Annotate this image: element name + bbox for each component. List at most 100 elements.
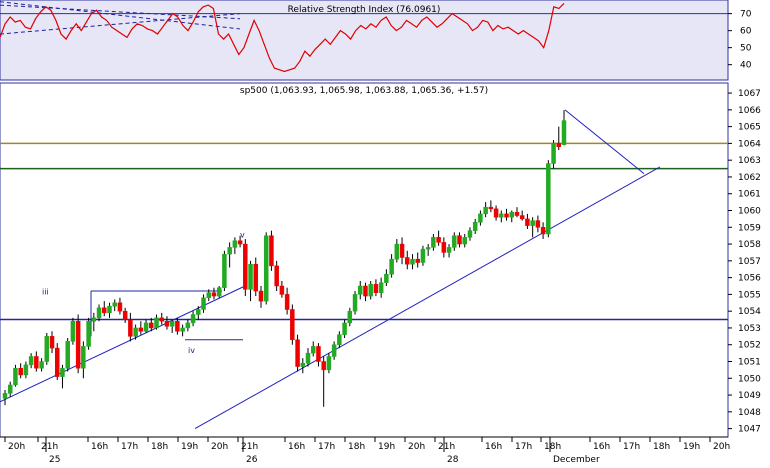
price-y-tick-label: 1052 (738, 341, 761, 351)
x-tick-label: 17h (515, 442, 532, 452)
candle-body (149, 322, 154, 329)
rsi-trendline (0, 1, 241, 30)
price-y-tick-label: 1058 (738, 240, 761, 250)
candle-body (180, 327, 185, 332)
candle-body (300, 362, 306, 367)
candle-body (326, 356, 332, 371)
price-y-tick-label: 1051 (738, 358, 761, 368)
candle-body (258, 290, 264, 302)
candle-body (117, 302, 123, 312)
x-tick-label: 18h (348, 442, 365, 452)
candle-body (457, 235, 462, 245)
price-y-tick-label: 1067 (738, 89, 761, 99)
candle-body (295, 339, 300, 367)
candle-body (86, 320, 91, 347)
candle-body (75, 320, 81, 369)
price-trendline (564, 109, 645, 174)
x-tick-label: 20h (713, 442, 730, 452)
candle-body (337, 334, 342, 345)
x-tick-label: 17h (318, 442, 335, 452)
candle-body (446, 247, 452, 253)
rsi-trendline (0, 4, 241, 20)
candle-body (305, 352, 311, 364)
candle-body (206, 292, 211, 298)
candle-body (462, 237, 467, 245)
price-panel-background (0, 82, 729, 438)
candle-body (65, 341, 70, 369)
x-tick-label: 18h (151, 442, 168, 452)
candle-body (13, 367, 18, 386)
candle-body (143, 322, 149, 332)
price-y-tick-label: 1061 (738, 190, 761, 200)
x-tick-label: 21h (438, 442, 455, 452)
wave-label: iv (188, 346, 195, 355)
candle-body (514, 211, 520, 216)
candle-body (253, 263, 259, 292)
candle-body (211, 292, 217, 297)
candle-body (112, 302, 117, 307)
candle-body (410, 258, 415, 265)
candle-body (138, 327, 144, 332)
candle-body (2, 393, 8, 399)
price-y-tick-label: 1057 (738, 257, 761, 267)
candle-body (107, 305, 112, 314)
candle-body (164, 320, 170, 327)
candle-body (373, 284, 379, 293)
time-x-axis: 20h 21h 16h 17h 18h 19h 20h 21h 16h 17h 18h 19h 20h 2… (0, 436, 730, 465)
candle-body (316, 346, 321, 362)
candle-body (436, 237, 441, 243)
candle-body (556, 143, 562, 148)
candle-body (185, 322, 191, 329)
rsi-line (0, 2, 565, 73)
candle-body (28, 356, 34, 366)
candle-body (561, 120, 567, 145)
candle-body (420, 248, 426, 263)
candle-body (394, 243, 400, 260)
candle-body (91, 317, 97, 322)
candle-body (159, 317, 164, 322)
candle-body (363, 285, 368, 297)
x-tick-label: 19h (378, 442, 395, 452)
candle-body (331, 344, 337, 357)
candle-body (535, 220, 541, 228)
candle-body (60, 367, 65, 377)
candle-body (399, 243, 405, 258)
x-tick-label: 16h (91, 442, 108, 452)
candle-body (248, 263, 253, 290)
candle-body (237, 240, 243, 245)
x-tick-label: 20h (211, 442, 228, 452)
candle-body (243, 243, 248, 290)
candle-body (493, 208, 499, 218)
candle-body (342, 322, 347, 335)
candle-body (441, 242, 447, 253)
price-y-tick-label: 1054 (738, 307, 761, 317)
candle-body (274, 265, 279, 287)
candle-body (504, 213, 509, 218)
candle-body (102, 307, 107, 314)
x-tick-label: 18h (653, 442, 670, 452)
candle-body (509, 211, 515, 218)
candle-body (452, 235, 457, 248)
candle-body (175, 320, 180, 332)
rsi-y-tick-label: 70 (740, 10, 752, 20)
date-label: 25 (49, 455, 60, 464)
candle-body (352, 294, 358, 312)
price-y-tick-label: 1055 (738, 290, 761, 300)
candle-body (546, 163, 551, 235)
candle-body (488, 206, 494, 210)
candlesticks (2, 110, 567, 407)
pattern-boxes (90, 290, 243, 341)
candle-body (384, 274, 389, 283)
candle-body (128, 319, 133, 337)
x-tick-label: 19h (683, 442, 700, 452)
candle-body (530, 220, 535, 226)
candle-body (347, 310, 353, 324)
candle-body (18, 367, 23, 376)
price-y-tick-label: 1063 (738, 156, 761, 166)
rsi-series (0, 2, 565, 73)
date-label: 26 (246, 455, 258, 464)
price-title: sp500 (1,063.93, 1,065.98, 1,063.88, 1,0… (240, 86, 488, 96)
candle-body (133, 327, 138, 337)
price-y-tick-label: 1049 (738, 391, 761, 401)
candle-body (472, 222, 478, 231)
